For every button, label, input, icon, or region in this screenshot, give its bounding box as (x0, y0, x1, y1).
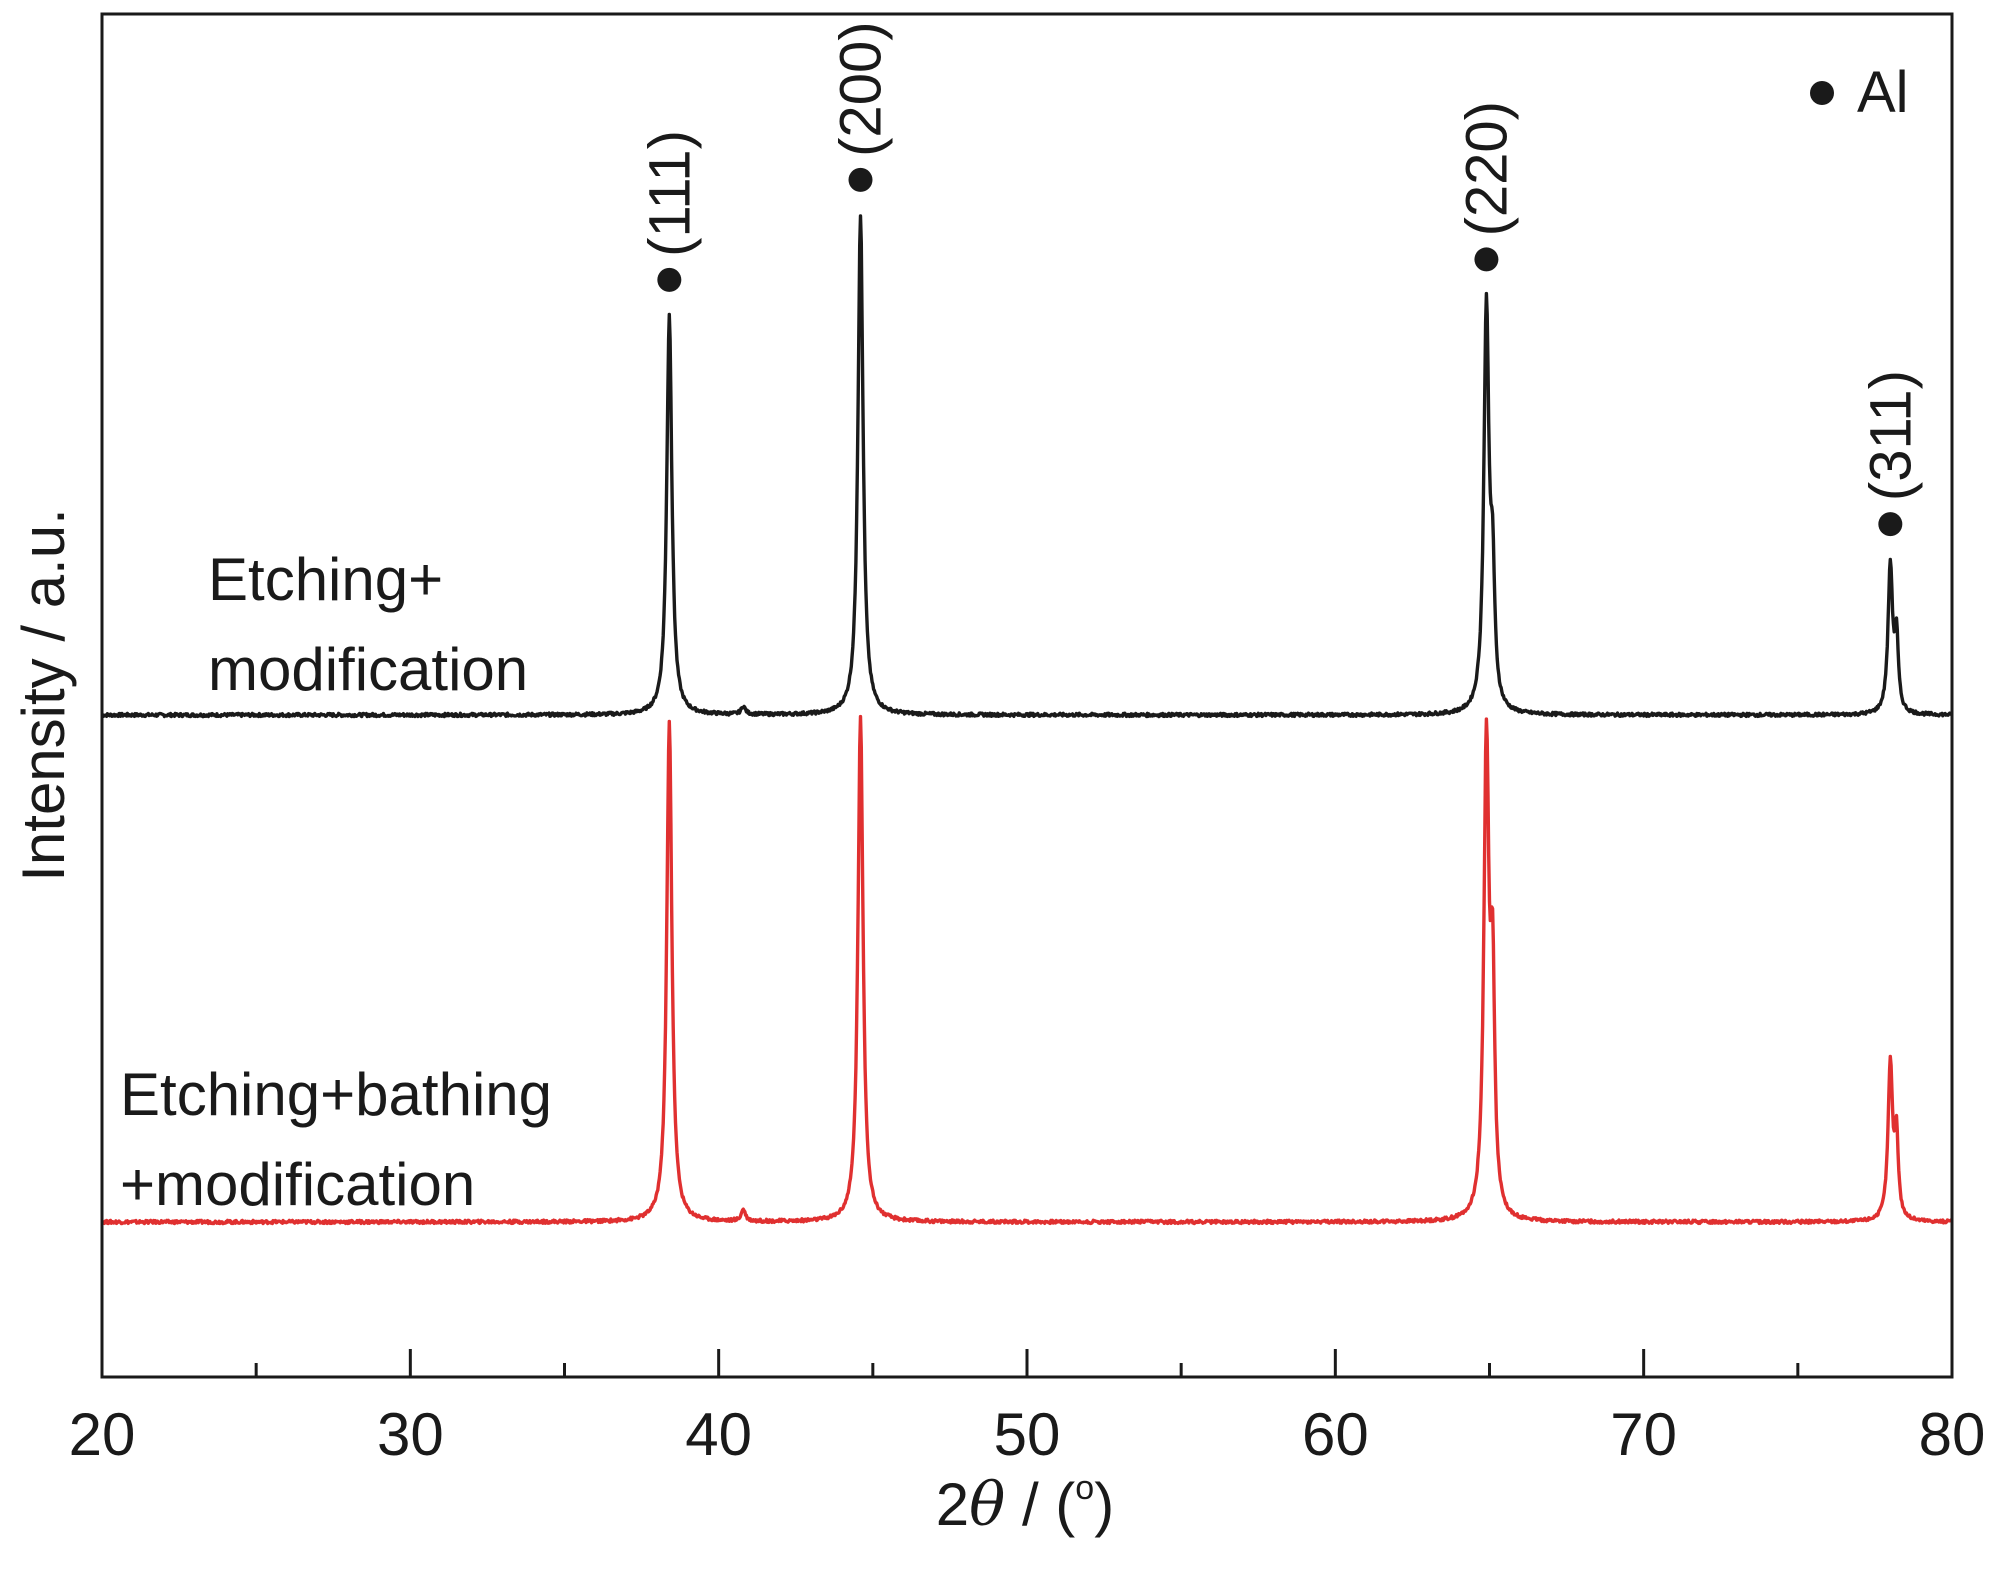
series-line (101, 214, 1954, 719)
x-tick-label: 20 (69, 1401, 136, 1468)
y-axis-label: Intensity / a.u. (10, 508, 77, 882)
peak-marker (1878, 512, 1903, 537)
series-label: Etching+ modification (208, 546, 528, 703)
peak-label: (220) (1454, 101, 1519, 236)
legend: Al (1810, 60, 1909, 125)
legend-label: Al (1857, 60, 1909, 125)
x-axis-label-theta: θ (969, 1470, 1005, 1540)
x-tick-label: 80 (1919, 1401, 1986, 1468)
x-tick-label: 70 (1610, 1401, 1677, 1468)
peak-marker (848, 167, 873, 192)
peak-marker (657, 267, 682, 292)
peak-label: (200) (829, 21, 894, 156)
x-tick-label: 30 (377, 1401, 444, 1468)
series-label: Etching+bathing +modification (120, 1061, 552, 1218)
peak-annotation: (220) (1454, 101, 1519, 272)
peak-annotation: (111) (637, 130, 702, 292)
series-line (100, 714, 1953, 1226)
peak-marker (1474, 247, 1499, 272)
x-axis-label: 2θ / (o) (936, 1469, 1114, 1540)
x-axis-label-suffix: / ( (1005, 1471, 1075, 1538)
x-axis-label-degree: o (1075, 1469, 1094, 1507)
x-tick-label: 50 (994, 1401, 1061, 1468)
legend-marker (1810, 81, 1834, 105)
x-axis-label-prefix: 2 (936, 1471, 969, 1538)
peak-annotation: (311) (1858, 370, 1923, 537)
x-tick-label: 60 (1302, 1401, 1369, 1468)
x-axis-label-close: ) (1094, 1471, 1114, 1538)
peak-annotation: (200) (829, 21, 894, 192)
peak-label: (111) (637, 130, 702, 257)
x-tick-label: 40 (685, 1401, 752, 1468)
peak-label: (311) (1858, 370, 1923, 501)
